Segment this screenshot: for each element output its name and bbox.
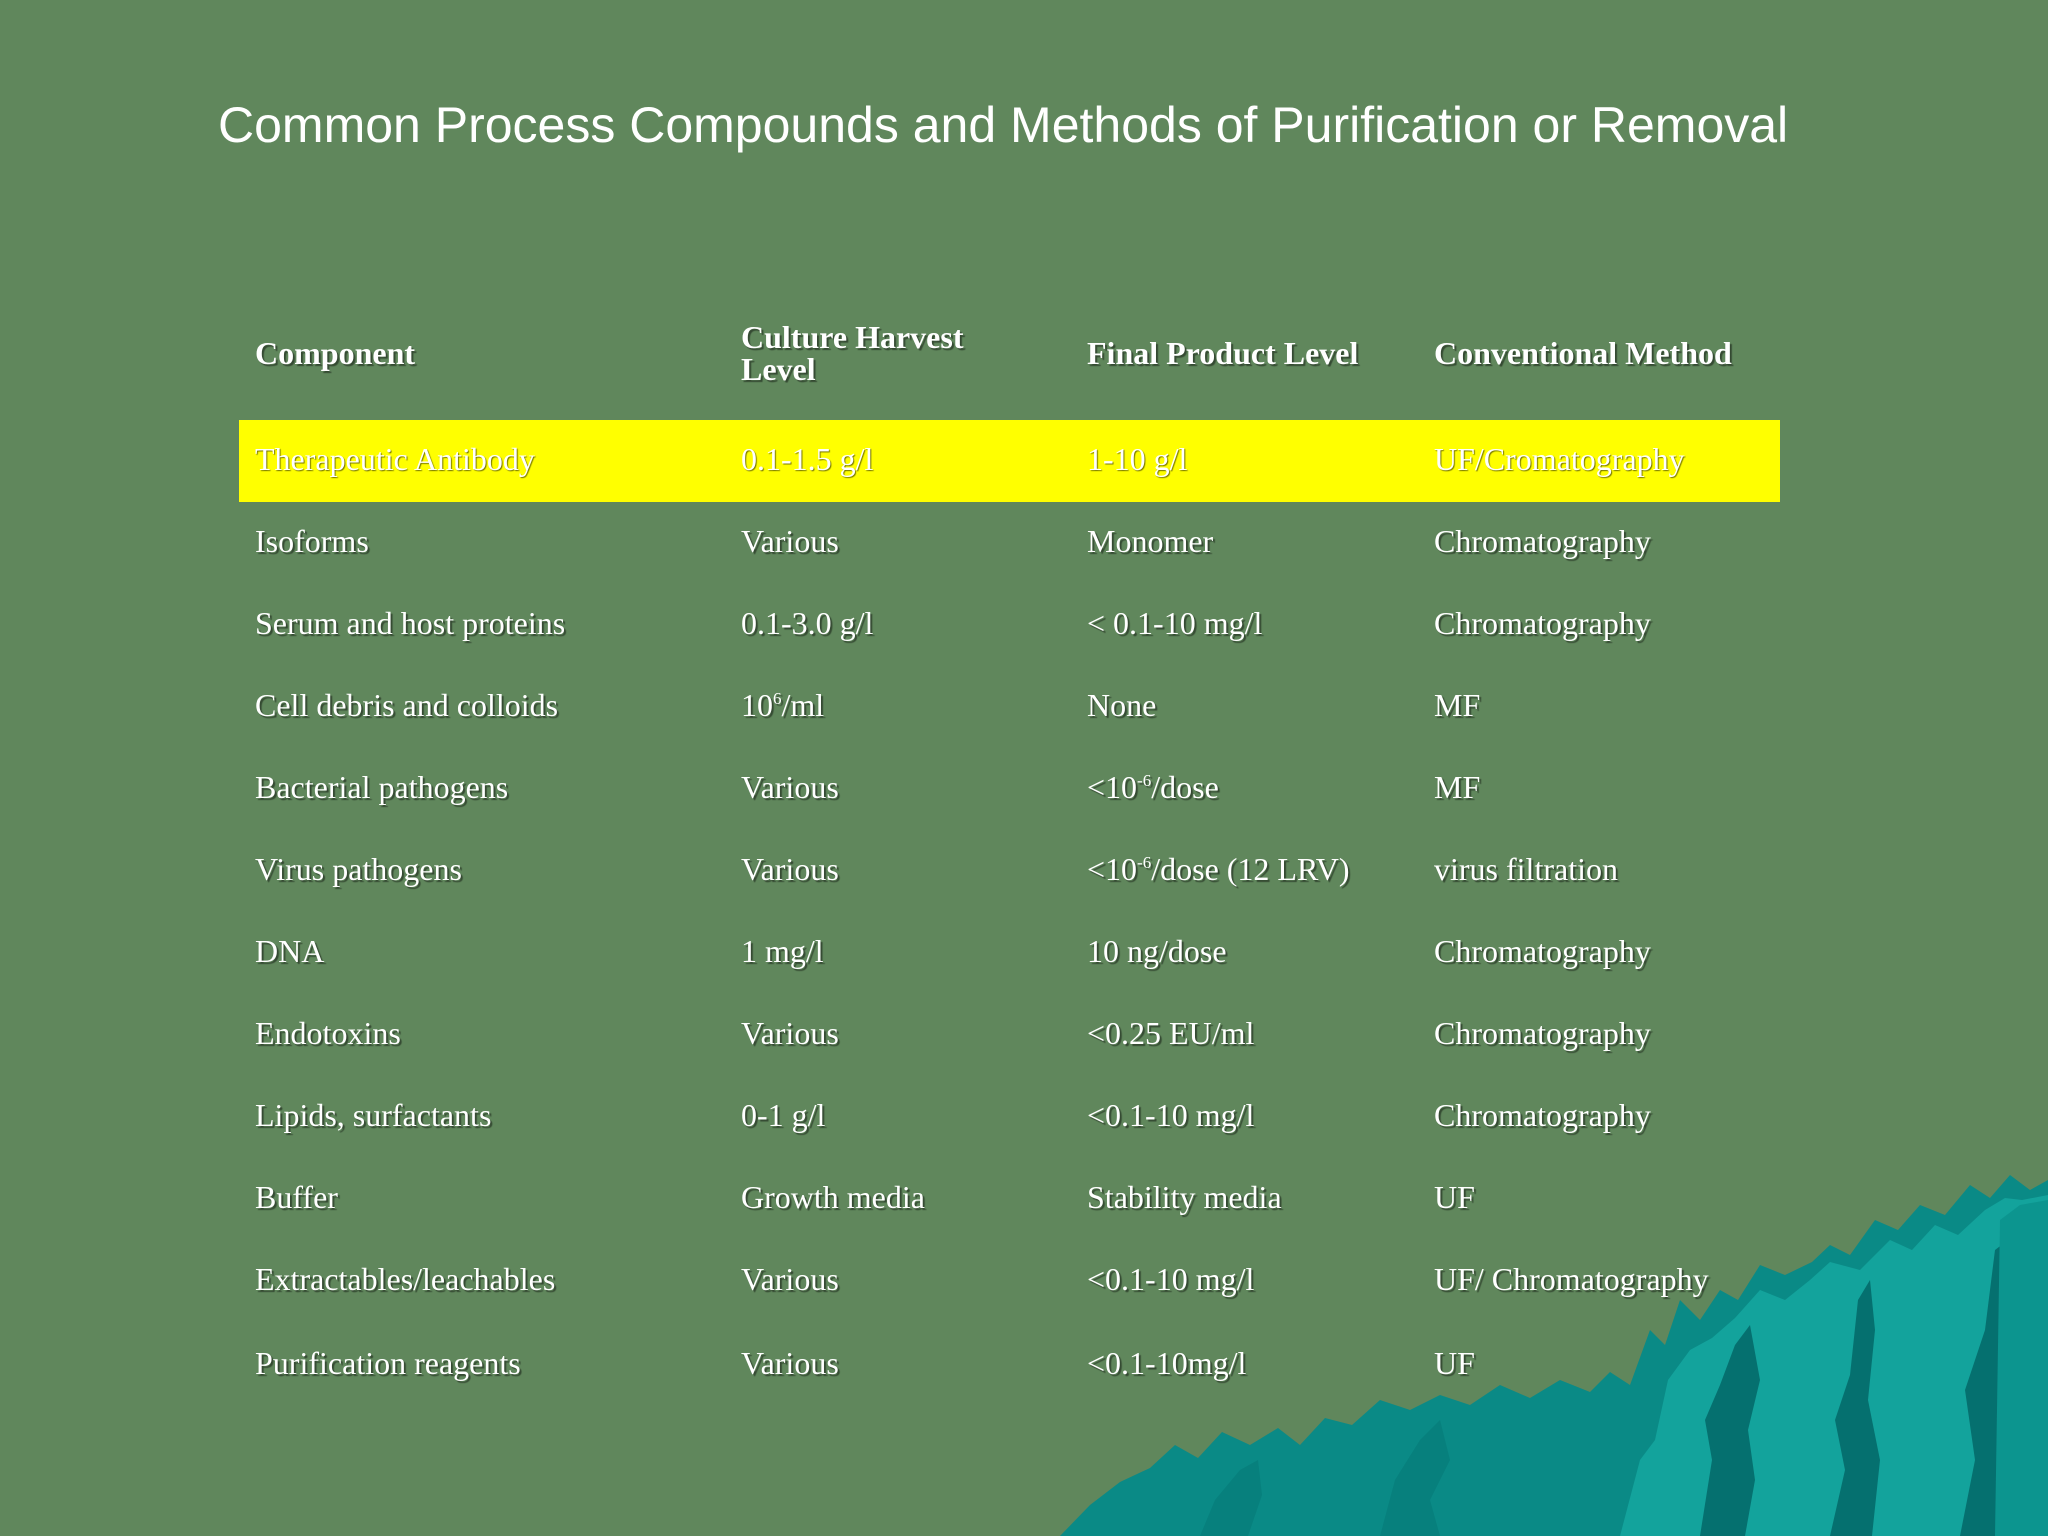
table-cell: Extractables/leachables	[255, 1261, 556, 1297]
table-cell: 0.1-1.5 g/l	[741, 441, 874, 477]
table-cell: MF	[1434, 769, 1481, 805]
mountain-ridge-4	[1380, 1420, 1450, 1536]
table-cell: Various	[741, 523, 839, 559]
table-cell: 106/ml	[741, 687, 825, 723]
table-cell: UF	[1434, 1345, 1475, 1381]
header-final-product-level: Final Product Level	[1087, 335, 1359, 371]
table-cell: Various	[741, 769, 839, 805]
table-cell: Stability media	[1087, 1179, 1282, 1215]
table-cell: Chromatography	[1434, 1097, 1651, 1133]
header-culture-harvest-level: Culture Harvest Level	[741, 319, 964, 387]
table-cell: Lipids, surfactants	[255, 1097, 492, 1133]
table-cell: Various	[741, 851, 839, 887]
header-conventional-method: Conventional Method	[1434, 335, 1732, 371]
table-cell: < 0.1-10 mg/l	[1087, 605, 1263, 641]
table-cell: UF	[1434, 1179, 1475, 1215]
table-cell: Buffer	[255, 1179, 338, 1215]
table-cell: Various	[741, 1261, 839, 1297]
table-cell: Endotoxins	[255, 1015, 401, 1051]
table-cell: <0.1-10 mg/l	[1087, 1261, 1255, 1297]
mountain-ridge-1	[1700, 1325, 1760, 1536]
table-cell: Chromatography	[1434, 523, 1651, 559]
table-cell: Various	[741, 1015, 839, 1051]
table-cell: <10-6/dose (12 LRV)	[1087, 851, 1350, 887]
table-cell: 1-10 g/l	[1087, 441, 1188, 477]
table-cell: UF/Cromatography	[1434, 441, 1685, 477]
highlighted-row-background	[239, 420, 1780, 502]
exponent: -6	[1137, 771, 1152, 790]
table-cell: 0-1 g/l	[741, 1097, 826, 1133]
table-cell: Purification reagents	[255, 1345, 521, 1381]
table-cell: Various	[741, 1345, 839, 1381]
table-cell: Growth media	[741, 1179, 925, 1215]
table-cell: Monomer	[1087, 523, 1214, 559]
slide-title: Common Process Compounds and Methods of …	[218, 97, 1789, 153]
table-cell: Serum and host proteins	[255, 605, 566, 641]
table-cell: Virus pathogens	[255, 851, 462, 887]
table-cell: None	[1087, 687, 1157, 723]
table-cell: 10 ng/dose	[1087, 933, 1227, 969]
table-cell: Chromatography	[1434, 605, 1651, 641]
table-cell: Chromatography	[1434, 933, 1651, 969]
table-cell: Isoforms	[255, 523, 369, 559]
table-cell: 0.1-3.0 g/l	[741, 605, 874, 641]
table-cell: MF	[1434, 687, 1481, 723]
exponent: 6	[773, 689, 782, 708]
table-cell: <0.1-10 mg/l	[1087, 1097, 1255, 1133]
table-cell: Cell debris and colloids	[255, 687, 559, 723]
table-cell: Chromatography	[1434, 1015, 1651, 1051]
table-cell: <10-6/dose	[1087, 769, 1219, 805]
table-cell: 1 mg/l	[741, 933, 824, 969]
table-cell: virus filtration	[1434, 851, 1618, 887]
mountain-ridge-5	[1200, 1460, 1262, 1536]
mountain-peak-right	[1995, 1200, 2048, 1536]
table-cell: DNA	[255, 933, 325, 969]
table-cell: <0.1-10mg/l	[1087, 1345, 1247, 1381]
table-cell: Bacterial pathogens	[255, 769, 509, 805]
header-component: Component	[255, 335, 416, 371]
mountain-ridge-2	[1830, 1280, 1880, 1536]
table-cell: UF/ Chromatography	[1434, 1261, 1709, 1297]
table-cell: <0.25 EU/ml	[1087, 1015, 1255, 1051]
exponent: -6	[1137, 853, 1152, 872]
table-cell: Therapeutic Antibody	[255, 441, 535, 477]
